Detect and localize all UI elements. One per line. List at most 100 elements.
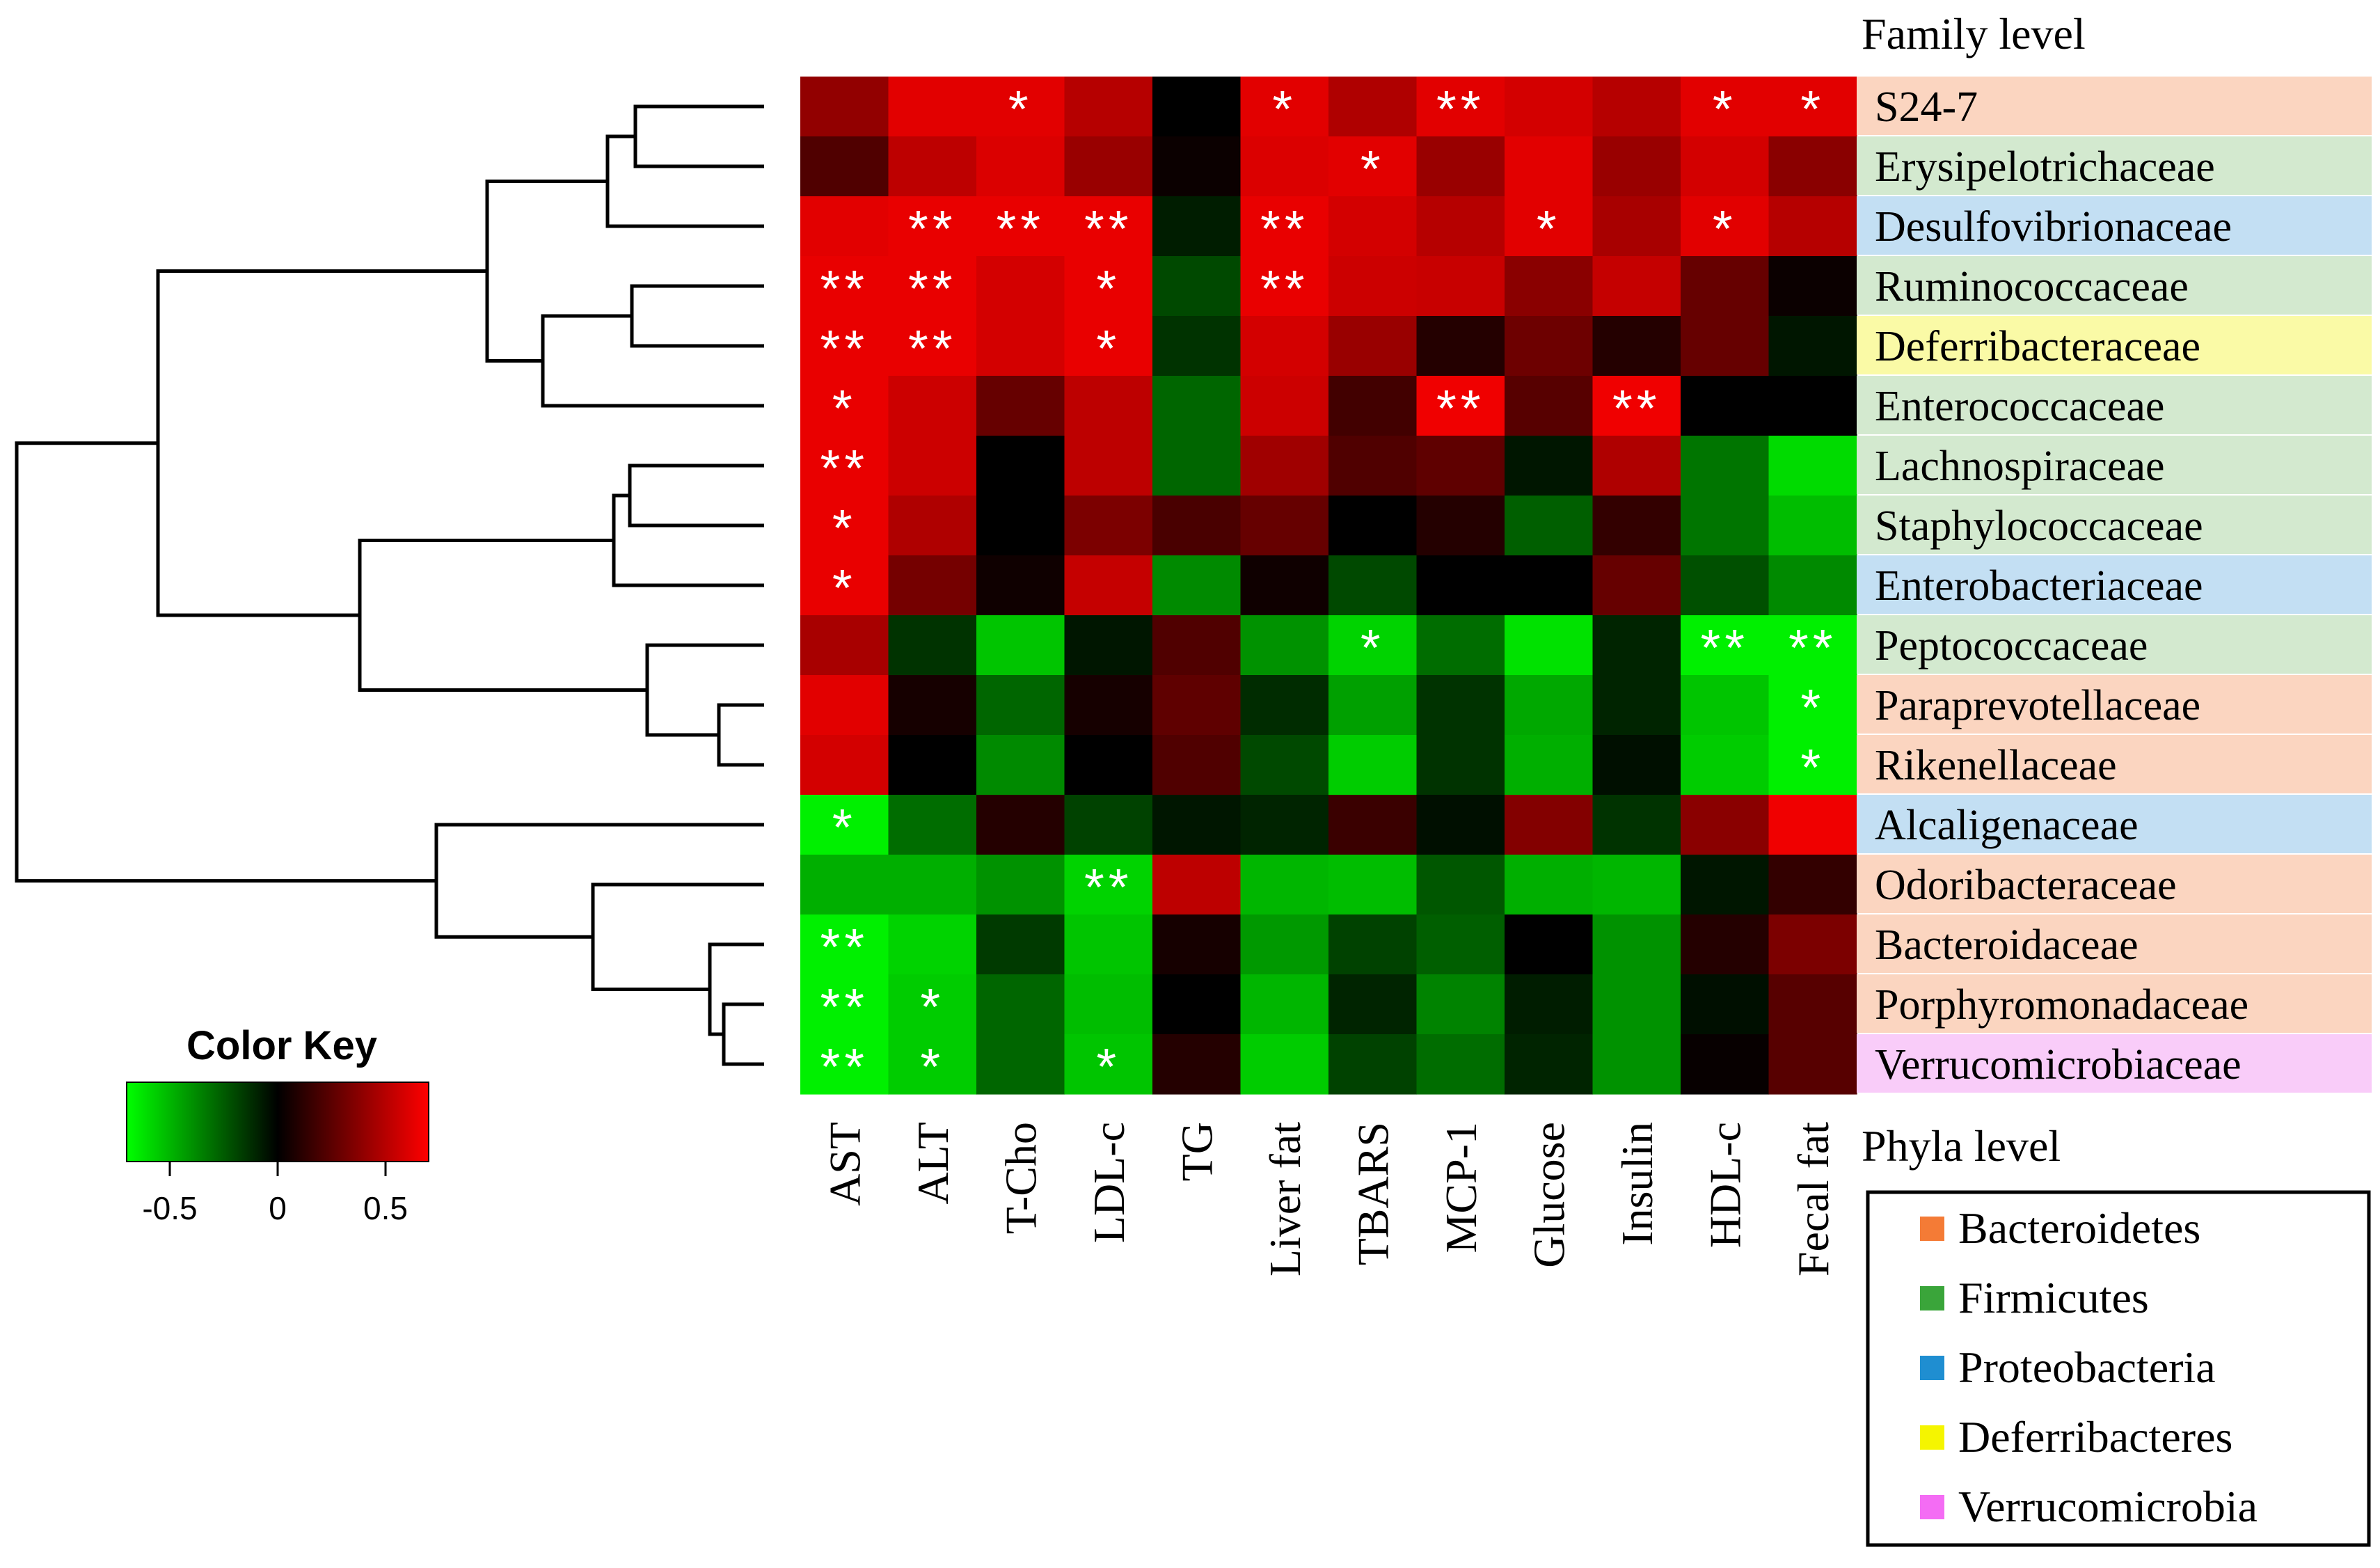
- heatmap-cell: [800, 136, 889, 197]
- heatmap-cell: [1064, 256, 1153, 317]
- column-label: Insulin: [1612, 1122, 1662, 1246]
- dendrogram-branch: [605, 134, 764, 228]
- heatmap-cell: [1240, 914, 1329, 975]
- heatmap-cell: [1505, 735, 1594, 795]
- dendrogram-branch: [434, 823, 764, 939]
- heatmap-cell: [1681, 136, 1770, 197]
- heatmap-cell: [1328, 675, 1418, 736]
- heatmap-cell: [1768, 136, 1857, 197]
- row-label-band: [1857, 496, 2372, 554]
- row-label: Verrucomicrobiaceae: [1875, 1041, 2242, 1088]
- color-key: Color Key -0.5 0 0.5: [126, 1023, 429, 1226]
- heatmap-cell: [1240, 675, 1329, 736]
- heatmap-cell: [1681, 316, 1770, 377]
- heatmap-cell: [976, 376, 1065, 436]
- heatmap-cell: [1240, 316, 1329, 377]
- heatmap-cell: [1416, 555, 1505, 616]
- significance-star: **: [1260, 200, 1309, 258]
- significance-star: *: [1800, 80, 1825, 138]
- significance-star: *: [920, 978, 944, 1036]
- heatmap-cell: [1681, 914, 1770, 975]
- heatmap-cell: [1416, 974, 1505, 1035]
- heatmap-cell: [1592, 855, 1681, 915]
- heatmap-cell: [1152, 555, 1241, 616]
- significance-star: **: [1788, 619, 1837, 676]
- heatmap-cell: [800, 316, 889, 377]
- significance-star: *: [832, 798, 857, 856]
- heatmap-cell: [976, 795, 1065, 855]
- heatmap-cell: [1416, 196, 1505, 257]
- column-label: T-Cho: [996, 1122, 1045, 1234]
- heatmap-cell: [888, 316, 977, 377]
- heatmap-cell: [1064, 615, 1153, 676]
- heatmap-cell: [976, 316, 1065, 377]
- heatmap-cell: [976, 256, 1065, 317]
- phyla-level-header: Phyla level: [1862, 1121, 2061, 1171]
- heatmap-cell: [800, 496, 889, 556]
- row-label: Enterococcaceae: [1875, 383, 2164, 430]
- heatmap-cell: [1592, 196, 1681, 257]
- heatmap-cell: [1240, 496, 1329, 556]
- heatmap-cell: [976, 914, 1065, 975]
- heatmap-cell: [1768, 436, 1857, 496]
- row-label: Rikenellaceae: [1875, 742, 2117, 789]
- row-label-band: [1857, 795, 2372, 853]
- color-key-bar: [126, 1082, 429, 1162]
- dendrogram-branch: [485, 180, 608, 363]
- heatmap-cell: [1768, 914, 1857, 975]
- heatmap-cell: [1592, 316, 1681, 377]
- legend-label: Deferribacteres: [1958, 1412, 2232, 1462]
- row-label: Peptococcaceae: [1875, 622, 2148, 670]
- heatmap-cell: [1416, 496, 1505, 556]
- significance-star: **: [820, 439, 868, 497]
- heatmap-cell: [1328, 914, 1418, 975]
- heatmap-cell: [976, 136, 1065, 197]
- heatmap-cell: [1240, 376, 1329, 436]
- dendrogram-branch: [708, 942, 764, 1036]
- heatmap-cell: [976, 196, 1065, 257]
- heatmap-cell: [1681, 795, 1770, 855]
- heatmap-cell: [1768, 974, 1857, 1035]
- heatmap-cell: [1768, 675, 1857, 736]
- heatmap-cell: [1328, 77, 1418, 137]
- heatmap-cell: [800, 1034, 889, 1095]
- heatmap-cell: [1328, 256, 1418, 317]
- heatmap-cell: [1592, 136, 1681, 197]
- heatmap-cell: [1592, 77, 1681, 137]
- heatmap-cell: [976, 615, 1065, 676]
- significance-markers: * * ** * **** ** ** ** * *** ** * **** ** ** ** ******* *…: [820, 80, 1837, 1095]
- heatmap-cell: [1328, 855, 1418, 915]
- significance-star: *: [1537, 200, 1561, 258]
- row-label-band: [1857, 855, 2372, 913]
- column-label: LDL-c: [1084, 1122, 1134, 1243]
- heatmap-cell: [1416, 77, 1505, 137]
- dendrogram-branch: [645, 643, 764, 737]
- dendrogram-branch: [633, 104, 764, 168]
- heatmap-cell: [888, 855, 977, 915]
- heatmap-cell: [1768, 256, 1857, 317]
- row-dendrogram: [15, 104, 764, 1066]
- heatmap-cell: [1505, 974, 1594, 1035]
- significance-star: **: [1436, 80, 1485, 138]
- heatmap-cell: [1152, 735, 1241, 795]
- heatmap-cell: [1152, 316, 1241, 377]
- row-label-band: [1857, 316, 2372, 374]
- row-label-band: [1857, 77, 2372, 135]
- significance-star: *: [1008, 80, 1033, 138]
- heatmap-cell: [1505, 436, 1594, 496]
- heatmap-cell: [888, 77, 977, 137]
- row-label: Lachnospiraceae: [1875, 443, 2165, 490]
- heatmap-cell: [1064, 196, 1153, 257]
- row-label-band: [1857, 555, 2372, 614]
- heatmap-cell: [976, 555, 1065, 616]
- significance-star: **: [908, 200, 957, 258]
- row-label-band: [1857, 914, 2372, 973]
- heatmap-cell: [800, 855, 889, 915]
- heatmap-cell: [1328, 974, 1418, 1035]
- heatmap-cell: [1064, 735, 1153, 795]
- heatmap-cell: [976, 735, 1065, 795]
- heatmap-cell: [1064, 136, 1153, 197]
- heatmap-cell: [1768, 855, 1857, 915]
- heatmap-cell: [1240, 77, 1329, 137]
